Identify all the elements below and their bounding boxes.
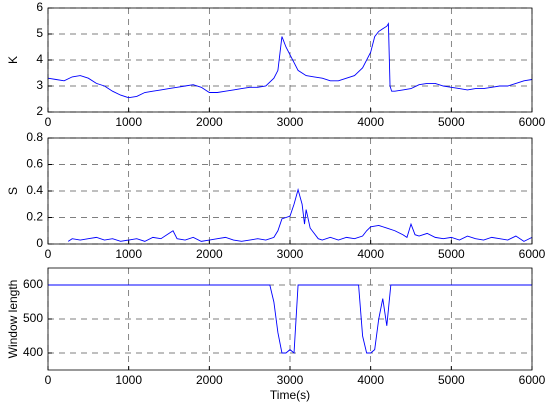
y-tick-label: 0.6	[26, 157, 43, 171]
y-axis-label: Window length	[6, 280, 20, 359]
x-tick-label: 5000	[438, 373, 465, 387]
y-tick-label: 0.8	[26, 130, 43, 144]
x-tick-label: 1000	[115, 247, 142, 261]
data-line	[67, 187, 533, 242]
y-tick-label: 500	[23, 311, 43, 325]
x-tick-label: 4000	[357, 373, 384, 387]
x-tick-label: 2000	[196, 373, 223, 387]
axes-box	[47, 137, 533, 245]
x-tick-label: 0	[45, 115, 52, 129]
axes-box	[47, 7, 533, 113]
y-tick-label: 4	[36, 52, 43, 66]
x-tick-label: 6000	[519, 115, 546, 129]
y-tick-label: 0	[36, 236, 43, 250]
x-tick-label: 3000	[277, 373, 304, 387]
axes-box	[47, 267, 533, 371]
data-line	[47, 22, 533, 99]
y-tick-label: 0.2	[26, 210, 43, 224]
x-tick-label: 1000	[115, 373, 142, 387]
x-tick-label: 5000	[438, 247, 465, 261]
x-tick-label: 6000	[519, 373, 546, 387]
y-tick-label: 400	[23, 345, 43, 359]
y-tick-label: 0.4	[26, 183, 43, 197]
x-tick-label: 4000	[357, 115, 384, 129]
y-axis-label: S	[6, 187, 20, 195]
x-tick-label: 6000	[519, 247, 546, 261]
x-tick-label: 0	[45, 247, 52, 261]
data-line	[48, 284, 532, 354]
y-tick-label: 3	[36, 78, 43, 92]
x-tick-label: 2000	[196, 115, 223, 129]
x-tick-label: 3000	[277, 115, 304, 129]
x-tick-label: 4000	[357, 247, 384, 261]
y-tick-label: 600	[23, 277, 43, 291]
x-tick-label: 3000	[277, 247, 304, 261]
x-tick-label: 5000	[438, 115, 465, 129]
y-tick-label: 6	[36, 0, 43, 14]
x-tick-label: 0	[45, 373, 52, 387]
y-tick-label: 2	[36, 104, 43, 118]
x-tick-label: 2000	[196, 247, 223, 261]
x-tick-label: 1000	[115, 115, 142, 129]
y-axis-label: K	[6, 56, 20, 64]
y-tick-label: 5	[36, 26, 43, 40]
x-axis-label: Time(s)	[270, 388, 310, 402]
